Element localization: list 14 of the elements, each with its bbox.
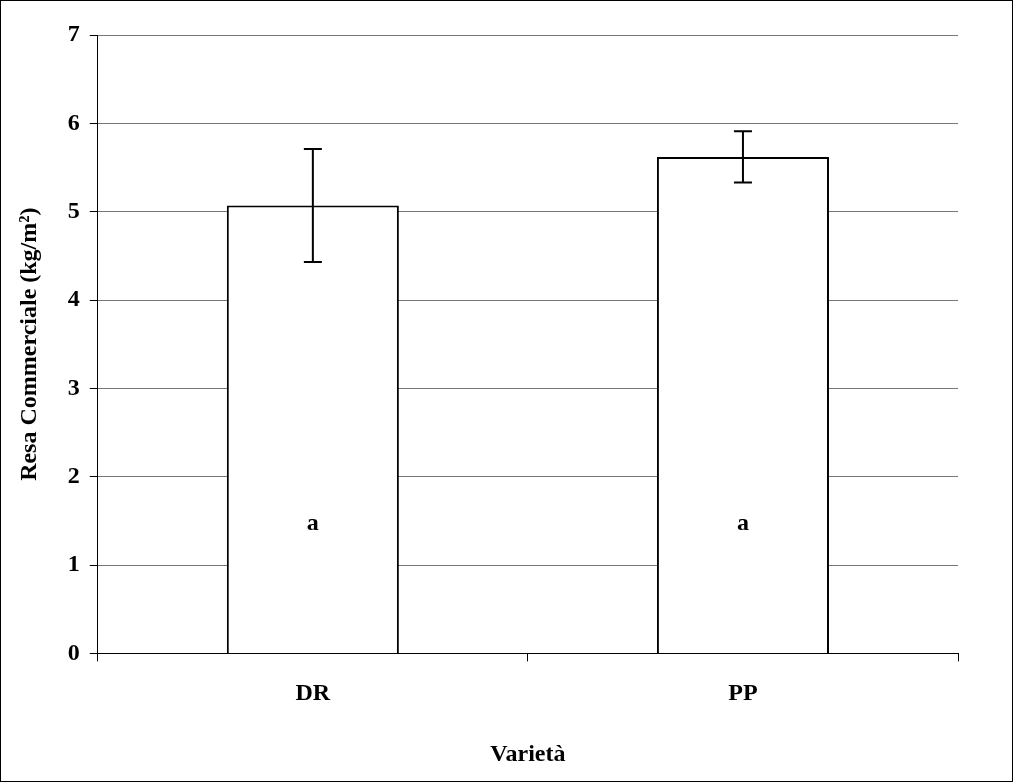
x-tick-label: DR xyxy=(295,679,331,705)
y-tick-label: 0 xyxy=(67,638,80,665)
y-axis-title: Resa Commerciale (kg/m²) xyxy=(14,207,41,481)
x-axis-title: Varietà xyxy=(490,739,566,766)
y-tick-label: 3 xyxy=(67,373,80,400)
y-tick-label: 6 xyxy=(67,108,80,135)
y-tick-label: 1 xyxy=(67,550,80,577)
annotation: a xyxy=(736,508,749,535)
y-tick-label: 7 xyxy=(67,20,80,47)
annotation: a xyxy=(306,508,319,535)
y-tick-label: 5 xyxy=(67,196,80,223)
y-tick-label: 4 xyxy=(67,285,80,312)
x-tick-label: PP xyxy=(728,679,758,705)
y-tick-label: 2 xyxy=(67,461,80,488)
